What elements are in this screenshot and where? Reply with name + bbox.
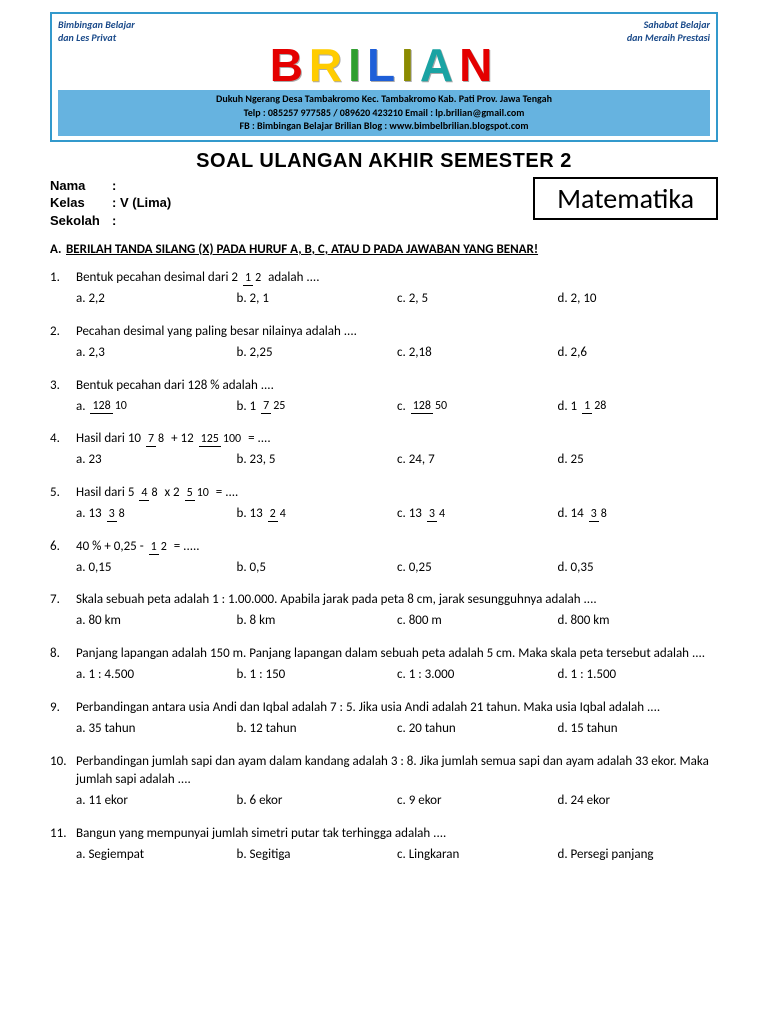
question-item: 40 % + 0,25 - 12 = ..... a. 0,15b. 0,5c. … (50, 538, 718, 578)
choices-row: a. 13 38b. 13 24c. 13 34d. 14 38 (76, 505, 718, 524)
choice: a. 13 38 (76, 505, 237, 524)
choice: c. 20 tahun (397, 720, 558, 739)
banner-logo: BRILIAN (58, 42, 710, 88)
choice: a. 12810 (76, 398, 237, 417)
choices-row: a. 12810b. 1 725c. 12850d. 1 128 (76, 398, 718, 417)
choice: a. 0,15 (76, 559, 237, 578)
choice: c. 1 : 3.000 (397, 666, 558, 685)
question-text: Skala sebuah peta adalah 1 : 1.00.000. A… (76, 591, 718, 610)
question-text: Bentuk pecahan dari 128 % adalah .... (76, 377, 718, 396)
choice: b. 6 ekor (237, 792, 398, 811)
choice: a. 23 (76, 451, 237, 470)
choices-row: a. Segiempatb. Segitigac. Lingkarand. Pe… (76, 846, 718, 865)
choices-row: a. 0,15b. 0,5c. 0,25d. 0,35 (76, 559, 718, 578)
section-a-instruction: A.BERILAH TANDA SILANG (X) PADA HURUF A,… (50, 241, 718, 259)
question-item: Perbandingan antara usia Andi dan Iqbal … (50, 699, 718, 739)
choice: c. 9 ekor (397, 792, 558, 811)
choice: a. 11 ekor (76, 792, 237, 811)
meta-block: Nama: Kelas: V (Lima) Sekolah: (50, 177, 171, 230)
choice: c. Lingkaran (397, 846, 558, 865)
question-item: Hasil dari 10 78 + 12 125100 = .... a. 23… (50, 430, 718, 470)
choice: d. 1 : 1.500 (558, 666, 719, 685)
question-item: Panjang lapangan adalah 150 m. Panjang l… (50, 645, 718, 685)
question-text: Hasil dari 5 48 x 2 510 = .... (76, 484, 718, 503)
choice: d. 800 km (558, 612, 719, 631)
choice: a. 2,2 (76, 290, 237, 309)
banner-tag-left: Bimbingan Belajar dan Les Privat (58, 18, 135, 44)
choice: b. 8 km (237, 612, 398, 631)
question-item: Skala sebuah peta adalah 1 : 1.00.000. A… (50, 591, 718, 631)
choice: d. 1 128 (558, 398, 719, 417)
choice: b. 0,5 (237, 559, 398, 578)
choice: d. 14 38 (558, 505, 719, 524)
page: Bimbingan Belajar dan Les Privat Sahabat… (0, 0, 768, 1024)
choice: a. 2,3 (76, 344, 237, 363)
choice: d. 15 tahun (558, 720, 719, 739)
choice: b. 2, 1 (237, 290, 398, 309)
choices-row: a. 11 ekorb. 6 ekorc. 9 ekord. 24 ekor (76, 792, 718, 811)
choice: c. 13 34 (397, 505, 558, 524)
question-text: 40 % + 0,25 - 12 = ..... (76, 538, 718, 557)
banner-tag-right: Sahabat Belajar dan Meraih Prestasi (627, 18, 710, 44)
choice: c. 24, 7 (397, 451, 558, 470)
choice: a. 1 : 4.500 (76, 666, 237, 685)
question-text: Bangun yang mempunyai jumlah simetri put… (76, 825, 718, 844)
choice: c. 2,18 (397, 344, 558, 363)
choice: d. 24 ekor (558, 792, 719, 811)
banner: Bimbingan Belajar dan Les Privat Sahabat… (50, 12, 718, 142)
question-item: Bangun yang mempunyai jumlah simetri put… (50, 825, 718, 865)
question-item: Pecahan desimal yang paling besar nilain… (50, 323, 718, 363)
banner-info: Dukuh Ngerang Desa Tambakromo Kec. Tamba… (58, 90, 710, 136)
choice: d. 0,35 (558, 559, 719, 578)
choice: d. 2,6 (558, 344, 719, 363)
choice: b. Segitiga (237, 846, 398, 865)
question-text: Perbandingan antara usia Andi dan Iqbal … (76, 699, 718, 718)
choice: b. 13 24 (237, 505, 398, 524)
question-item: Perbandingan jumlah sapi dan ayam dalam … (50, 753, 718, 812)
choice: d. Persegi panjang (558, 846, 719, 865)
choice: c. 2, 5 (397, 290, 558, 309)
question-item: Bentuk pecahan desimal dari 2 12 adalah … (50, 269, 718, 309)
choice: c. 0,25 (397, 559, 558, 578)
page-title: SOAL ULANGAN AKHIR SEMESTER 2 (50, 150, 718, 173)
question-text: Perbandingan jumlah sapi dan ayam dalam … (76, 753, 718, 791)
choice: d. 25 (558, 451, 719, 470)
choices-row: a. 1 : 4.500b. 1 : 150c. 1 : 3.000d. 1 :… (76, 666, 718, 685)
question-text: Panjang lapangan adalah 150 m. Panjang l… (76, 645, 718, 664)
choice: b. 1 : 150 (237, 666, 398, 685)
choices-row: a. 80 kmb. 8 kmc. 800 md. 800 km (76, 612, 718, 631)
choice: b. 1 725 (237, 398, 398, 417)
question-text: Hasil dari 10 78 + 12 125100 = .... (76, 430, 718, 449)
questions-list: Bentuk pecahan desimal dari 2 12 adalah … (50, 269, 718, 864)
choice: a. 80 km (76, 612, 237, 631)
choice: a. 35 tahun (76, 720, 237, 739)
choice: b. 23, 5 (237, 451, 398, 470)
meta-row: Nama: Kelas: V (Lima) Sekolah: Matematik… (50, 177, 718, 230)
choices-row: a. 2,2b. 2, 1c. 2, 5d. 2, 10 (76, 290, 718, 309)
choices-row: a. 2,3b. 2,25c. 2,18d. 2,6 (76, 344, 718, 363)
choices-row: a. 35 tahunb. 12 tahunc. 20 tahund. 15 t… (76, 720, 718, 739)
question-text: Bentuk pecahan desimal dari 2 12 adalah … (76, 269, 718, 288)
question-item: Bentuk pecahan dari 128 % adalah .... a. … (50, 377, 718, 417)
question-text: Pecahan desimal yang paling besar nilain… (76, 323, 718, 342)
choice: a. Segiempat (76, 846, 237, 865)
choice: c. 800 m (397, 612, 558, 631)
choices-row: a. 23b. 23, 5c. 24, 7d. 25 (76, 451, 718, 470)
choice: c. 12850 (397, 398, 558, 417)
choice: b. 12 tahun (237, 720, 398, 739)
subject-box: Matematika (533, 177, 718, 220)
question-item: Hasil dari 5 48 x 2 510 = .... a. 13 38b.… (50, 484, 718, 524)
choice: d. 2, 10 (558, 290, 719, 309)
choice: b. 2,25 (237, 344, 398, 363)
